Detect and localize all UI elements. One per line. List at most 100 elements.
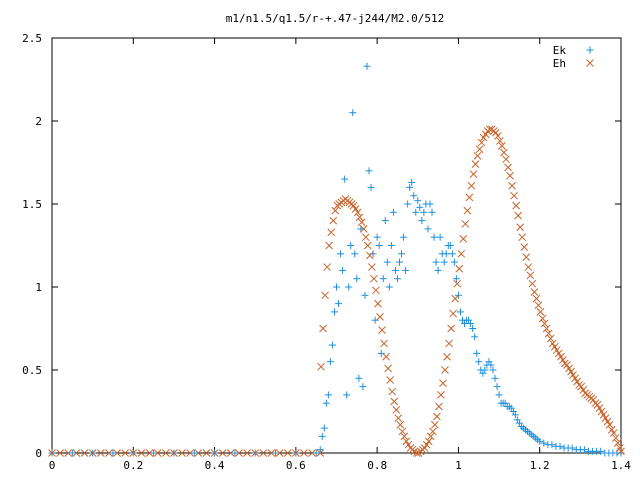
data-point-ek (418, 217, 426, 225)
data-point-eh (323, 263, 332, 271)
data-point-eh (359, 225, 368, 233)
data-point-ek (318, 432, 326, 440)
data-point-eh (473, 152, 482, 160)
data-point-ek (322, 399, 330, 407)
data-point-eh (390, 397, 399, 406)
data-point-eh (317, 362, 325, 371)
data-point-ek (361, 291, 369, 299)
data-point-eh (520, 243, 529, 252)
data-point-ek (440, 258, 448, 266)
data-point-ek (365, 167, 373, 175)
data-point-eh (437, 391, 445, 399)
x-tick-label: 1.4 (611, 459, 631, 472)
data-point-eh (88, 449, 97, 457)
data-point-ek (316, 446, 324, 454)
data-point-ek (548, 441, 556, 449)
data-point-eh (384, 364, 392, 373)
data-point-eh (611, 434, 620, 442)
data-point-eh (170, 449, 178, 457)
data-point-eh (186, 449, 195, 457)
data-point-ek (312, 449, 320, 457)
x-tick-label: 1.2 (530, 459, 550, 472)
data-point-eh (210, 449, 219, 457)
data-point-eh (530, 288, 539, 296)
x-tick-label: 0.4 (205, 459, 225, 472)
data-point-ek (473, 349, 481, 357)
data-point-ek (383, 258, 391, 266)
data-point-ek (231, 449, 239, 457)
data-point-eh (319, 324, 327, 333)
data-point-ek (556, 442, 564, 450)
data-point-eh (308, 449, 316, 457)
data-point-eh (321, 291, 329, 300)
data-point-eh (243, 449, 251, 457)
data-point-eh (524, 263, 533, 271)
data-point-eh (121, 449, 130, 457)
data-point-ek (387, 242, 395, 249)
y-tick-label: 1.5 (22, 198, 42, 211)
data-point-ek (369, 250, 377, 258)
data-point-ek (402, 266, 410, 274)
data-point-ek (617, 449, 625, 457)
data-point-ek (424, 225, 432, 233)
data-point-eh (80, 449, 89, 457)
data-point-eh (498, 142, 506, 150)
data-point-ek (475, 358, 483, 366)
data-point-ek (410, 192, 418, 200)
data-point-eh (469, 170, 478, 178)
data-point-eh (512, 201, 520, 210)
data-point-eh (433, 412, 441, 421)
data-point-eh (48, 449, 56, 457)
data-point-eh (374, 299, 382, 308)
data-point-eh (426, 432, 435, 441)
data-point-eh (178, 449, 186, 457)
data-point-eh (372, 286, 380, 295)
y-tick-label: 0.5 (22, 364, 42, 377)
data-point-ek (324, 391, 332, 399)
data-point-eh (467, 181, 476, 190)
data-point-ek (353, 275, 361, 283)
data-point-eh (96, 449, 105, 457)
data-point-ek (371, 316, 379, 324)
data-point-eh (542, 324, 551, 333)
data-point-ek (385, 283, 393, 291)
data-point-eh (202, 449, 211, 457)
data-point-ek (335, 300, 343, 308)
data-point-eh (292, 449, 300, 457)
data-point-eh (461, 220, 470, 228)
data-point-ek (456, 308, 464, 316)
data-point-ek (320, 424, 328, 432)
data-point-eh (431, 420, 439, 429)
data-point-eh (605, 420, 614, 429)
data-point-ek (351, 250, 359, 258)
data-point-eh (361, 233, 370, 242)
data-point-ek (436, 233, 444, 241)
x-tick-label: 0.6 (286, 459, 306, 472)
data-point-eh (388, 387, 397, 396)
data-point-ek (343, 391, 351, 399)
data-point-ek (448, 250, 456, 258)
data-point-eh (64, 449, 73, 457)
data-point-ek (442, 250, 450, 258)
data-point-ek (495, 391, 503, 399)
data-point-eh (514, 211, 523, 220)
data-point-eh (380, 339, 388, 348)
data-point-eh (435, 402, 443, 411)
data-point-ek (391, 266, 399, 274)
data-point-ek (395, 258, 403, 266)
data-point-eh (500, 148, 508, 157)
x-tick-label: 1 (455, 459, 462, 472)
data-point-eh (353, 208, 362, 217)
data-point-eh (447, 324, 455, 333)
data-point-eh (475, 145, 484, 154)
y-tick-label: 2.5 (22, 32, 42, 45)
data-point-ek (408, 178, 416, 186)
data-point-ek (432, 258, 440, 266)
y-tick-label: 2 (35, 115, 42, 128)
data-point-eh (534, 301, 543, 310)
data-point-eh (394, 414, 403, 422)
data-point-ek (426, 200, 434, 208)
data-point-eh (72, 449, 81, 457)
data-point-ek (434, 266, 442, 274)
